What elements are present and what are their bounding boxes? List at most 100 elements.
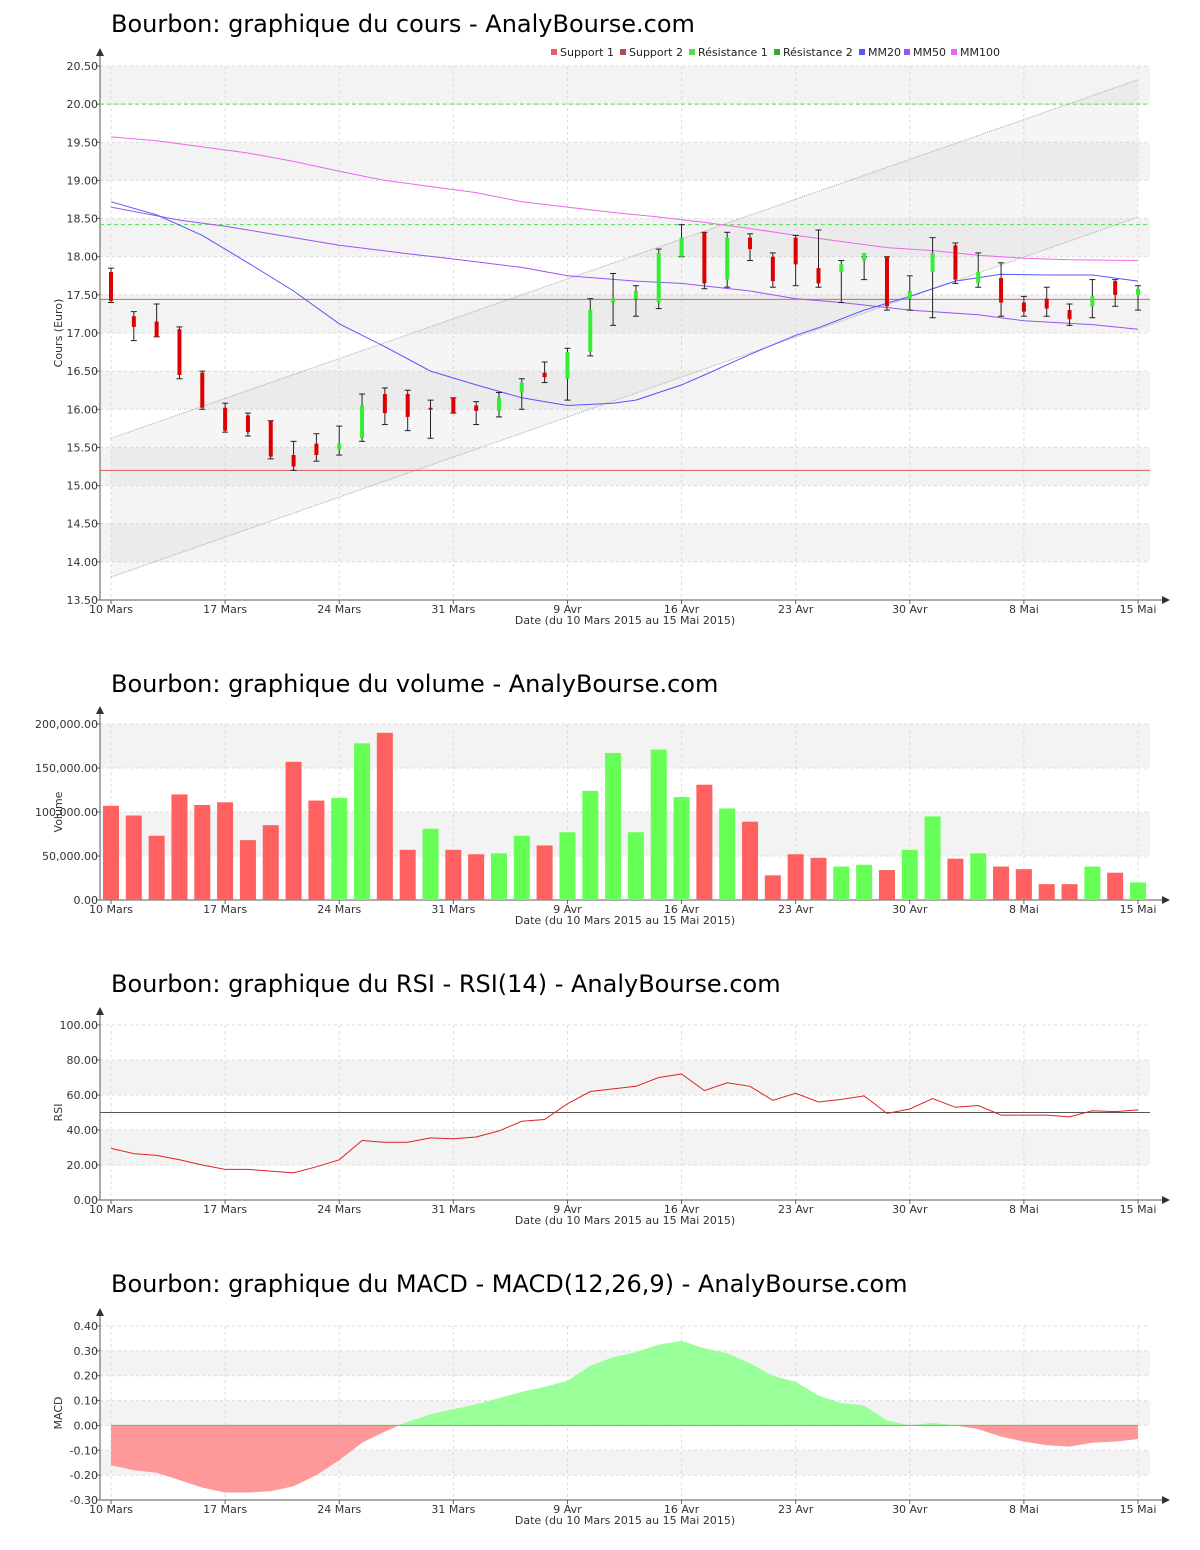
y-tick-label: 20.00 (67, 98, 99, 111)
volume-bar (262, 825, 279, 900)
x-tick-label: 16 Avr (664, 903, 700, 916)
macd-chart-title: Bourbon: graphique du MACD - MACD(12,26,… (111, 1270, 908, 1298)
x-tick-label: 23 Avr (778, 1203, 814, 1216)
x-axis-arrow (1162, 1496, 1170, 1504)
volume-bar (171, 794, 188, 900)
y-tick-label: 50,000.00 (42, 850, 98, 863)
y-tick-label: 60.00 (67, 1089, 99, 1102)
candle-body (702, 232, 707, 284)
legend-label: MM50 (913, 46, 946, 59)
volume-bar (536, 845, 553, 900)
y-tick-label: 0.30 (74, 1345, 99, 1358)
y-tick-label: 15.00 (67, 480, 99, 493)
legend-label: MM100 (960, 46, 1000, 59)
candle-body (382, 394, 387, 414)
y-tick-label: 200,000.00 (35, 718, 98, 731)
volume-bar (878, 870, 895, 900)
y-tick-label: 20.50 (67, 60, 99, 73)
macd-chart: -0.30 -0.20 -0.10 0.00 0.10 0.20 0.30 0.40 10 Ma… (52, 1308, 1170, 1527)
y-tick-label: 0.40 (74, 1320, 99, 1333)
candle-body (1044, 298, 1049, 309)
grid-band (100, 447, 1150, 486)
y-tick-label: 14.00 (67, 556, 99, 569)
x-tick-label: 23 Avr (778, 1503, 814, 1516)
candle-body (542, 372, 547, 378)
volume-bar (970, 853, 987, 900)
y-tick-label: 100,000.00 (35, 806, 98, 819)
x-axis-title: Date (du 10 Mars 2015 au 15 Mai 2015) (515, 1514, 735, 1527)
grid-band (100, 142, 1150, 181)
x-tick-label: 15 Mai (1120, 603, 1157, 616)
grid-band (100, 1060, 1150, 1095)
x-axis-title: Date (du 10 Mars 2015 au 15 Mai 2015) (515, 1214, 735, 1227)
x-tick-label: 8 Mai (1009, 1503, 1039, 1516)
trend-channel-upper (110, 79, 1139, 439)
volume-bar (239, 840, 256, 900)
volume-bar (810, 857, 827, 900)
volume-chart: 0.00 50,000.00 100,000.00 150,000.00 200,000… (35, 706, 1170, 927)
x-tick-label: 30 Avr (892, 1203, 928, 1216)
candle-body (1021, 302, 1026, 312)
y-tick-label: -0.20 (70, 1469, 98, 1482)
volume-bar (719, 808, 736, 900)
y-tick-label: 0.10 (74, 1395, 99, 1408)
x-tick-label: 15 Mai (1120, 1203, 1157, 1216)
candle-body (291, 455, 296, 467)
candle-body (884, 256, 889, 307)
candle-body (816, 268, 821, 284)
price-chart-title: Bourbon: graphique du cours - AnalyBours… (111, 10, 695, 38)
y-tick-label: 0.20 (74, 1370, 99, 1383)
grid-band (100, 294, 1150, 333)
volume-bar (787, 854, 804, 900)
candle-body (588, 310, 593, 353)
x-tick-label: 17 Mars (203, 603, 247, 616)
x-tick-label: 24 Mars (317, 603, 361, 616)
candle-body (633, 291, 638, 299)
x-tick-label: 9 Avr (553, 603, 582, 616)
volume-bar (1038, 884, 1055, 900)
volume-bar (1015, 869, 1032, 900)
candle-body (405, 394, 410, 417)
x-tick-label: 17 Mars (203, 1203, 247, 1216)
legend-swatch (859, 49, 865, 55)
candle-body (1113, 281, 1118, 295)
candle-body (109, 271, 113, 301)
x-tick-label: 9 Avr (553, 903, 582, 916)
legend-swatch (689, 49, 695, 55)
y-tick-label: 17.00 (67, 327, 99, 340)
y-tick-label: 17.50 (67, 289, 99, 302)
grid-band (100, 371, 1150, 410)
candle-body (223, 407, 228, 431)
grid-band (100, 523, 1150, 562)
volume-bar (947, 858, 964, 900)
candle-body (200, 372, 205, 408)
candle-body (131, 316, 136, 327)
volume-bar (559, 832, 576, 900)
grid-band (100, 812, 1150, 856)
trend-channel-lower (110, 216, 1139, 578)
x-tick-label: 31 Mars (431, 1203, 475, 1216)
x-tick-label: 30 Avr (892, 603, 928, 616)
y-tick-label: 16.50 (67, 365, 99, 378)
legend-label: MM20 (868, 46, 901, 59)
volume-bar (513, 835, 530, 900)
y-tick-label: 14.50 (67, 518, 99, 531)
x-tick-label: 30 Avr (892, 903, 928, 916)
volume-bar (993, 866, 1010, 900)
volume-bar (194, 804, 211, 900)
x-axis-title: Date (du 10 Mars 2015 au 15 Mai 2015) (515, 614, 735, 627)
y-tick-label: 20.00 (67, 1159, 99, 1172)
volume-chart-title: Bourbon: graphique du volume - AnalyBour… (111, 670, 719, 698)
y-tick-label: 18.50 (67, 213, 99, 226)
volume-bar (445, 849, 462, 900)
grid-band (100, 724, 1150, 768)
macd-positive-area (111, 1340, 1138, 1426)
y-tick-label: 100.00 (60, 1019, 99, 1032)
x-tick-label: 10 Mars (89, 603, 133, 616)
candle-body (1136, 288, 1140, 295)
candle-body (930, 252, 935, 272)
legend-label: Support 1 (560, 46, 614, 59)
x-tick-label: 9 Avr (553, 1203, 582, 1216)
legend-label: Support 2 (629, 46, 683, 59)
y-tick-label: 40.00 (67, 1124, 99, 1137)
